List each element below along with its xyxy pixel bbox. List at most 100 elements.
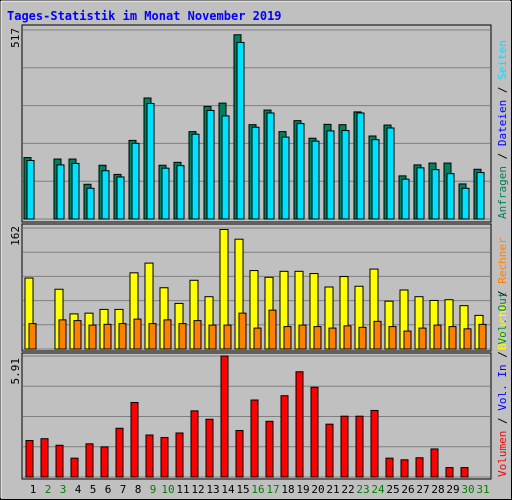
bar-seiten-day-1 <box>26 160 35 220</box>
bar-rechner-day-29 <box>448 326 457 350</box>
bar-rechner-day-21 <box>328 327 337 350</box>
bar-volumen-day-19 <box>295 371 304 478</box>
bar-seiten-day-28 <box>431 169 440 220</box>
bar-volumen-day-8 <box>130 401 139 478</box>
bar-rechner-day-5 <box>88 324 97 350</box>
day-label-30: 30 <box>461 483 474 496</box>
bar-seiten-day-27 <box>416 167 425 220</box>
bar-seiten-day-31 <box>476 172 485 220</box>
day-label-3: 3 <box>60 483 67 496</box>
day-label-26: 26 <box>401 483 414 496</box>
bar-rechner-day-1 <box>28 323 37 350</box>
day-label-16: 16 <box>251 483 264 496</box>
bar-rechner-day-26 <box>403 330 412 350</box>
panel-visits-legend: Besuche / Rechner <box>496 237 509 350</box>
bar-seiten-day-12 <box>191 133 200 220</box>
legend-2-segment-2: Vol. In <box>496 364 509 410</box>
day-label-1: 1 <box>30 483 37 496</box>
bar-rechner-day-18 <box>283 326 292 350</box>
day-label-21: 21 <box>326 483 339 496</box>
bar-volumen-day-30 <box>460 467 469 478</box>
bar-rechner-day-20 <box>313 326 322 350</box>
bar-rechner-day-23 <box>358 326 367 350</box>
bar-seiten-day-16 <box>251 126 260 220</box>
bar-seiten-day-3 <box>56 164 65 220</box>
bar-volumen-day-2 <box>40 438 49 478</box>
legend-1-segment-1: / <box>496 284 509 304</box>
bar-seiten-day-19 <box>296 123 305 220</box>
day-label-29: 29 <box>446 483 459 496</box>
day-label-6: 6 <box>105 483 112 496</box>
panel-volume-legend: Volumen / Vol. In / Vol. Out <box>496 292 509 477</box>
bar-volumen-day-14 <box>220 355 229 478</box>
bar-volumen-day-1 <box>25 440 34 478</box>
bar-seiten-day-24 <box>371 139 380 220</box>
bar-volumen-day-16 <box>250 399 259 478</box>
bar-seiten-day-15 <box>236 41 245 220</box>
legend-0-segment-0: Anfragen <box>496 166 509 219</box>
bar-rechner-day-8 <box>133 318 142 350</box>
day-labels: 1 2 3 4 5 6 7 8 9 10 11 12 13 14 15 16 17 18 19 20 21 22 23 24 2… <box>30 483 490 496</box>
day-label-24: 24 <box>371 483 385 496</box>
day-label-8: 8 <box>135 483 142 496</box>
panel-requests-legend: Anfragen / Dateien / Seiten <box>496 40 509 219</box>
day-label-7: 7 <box>120 483 127 496</box>
bar-seiten-day-23 <box>356 112 365 220</box>
bar-volumen-day-6 <box>100 446 109 478</box>
bar-volumen-day-25 <box>385 457 394 478</box>
bar-rechner-day-14 <box>223 324 232 350</box>
bar-rechner-day-7 <box>118 323 127 350</box>
day-label-4: 4 <box>75 483 82 496</box>
bar-seiten-day-22 <box>341 130 350 220</box>
bar-seiten-day-9 <box>146 102 155 220</box>
day-label-27: 27 <box>416 483 429 496</box>
bar-rechner-day-3 <box>58 319 67 350</box>
legend-0-segment-1: / <box>496 146 509 166</box>
bar-volumen-day-3 <box>55 444 64 478</box>
bar-volumen-day-11 <box>175 432 184 478</box>
bar-volumen-day-29 <box>445 467 454 478</box>
bar-rechner-day-22 <box>343 325 352 350</box>
bar-seiten-day-13 <box>206 109 215 220</box>
panel-requests-ymax-label: 517 <box>9 28 22 48</box>
day-label-17: 17 <box>266 483 279 496</box>
legend-0-segment-3: / <box>496 80 509 100</box>
day-label-10: 10 <box>161 483 174 496</box>
bar-seiten-day-11 <box>176 165 185 220</box>
day-label-31: 31 <box>476 483 489 496</box>
day-label-15: 15 <box>236 483 249 496</box>
bar-rechner-day-6 <box>103 323 112 350</box>
bar-seiten-day-26 <box>401 178 410 220</box>
bar-rechner-day-28 <box>433 324 442 350</box>
day-label-5: 5 <box>90 483 97 496</box>
bar-volumen-day-10 <box>160 436 169 478</box>
legend-2-segment-4: Vol. Out <box>496 292 509 345</box>
day-label-28: 28 <box>431 483 444 496</box>
day-label-13: 13 <box>206 483 219 496</box>
bar-rechner-day-17 <box>268 309 277 350</box>
panel-visits-ymax-label: 162 <box>9 226 22 246</box>
legend-2-segment-0: Volumen <box>496 431 509 477</box>
bar-volumen-day-27 <box>415 457 424 478</box>
bar-rechner-day-13 <box>208 324 217 350</box>
day-label-20: 20 <box>311 483 324 496</box>
bar-volumen-day-21 <box>325 423 334 478</box>
bar-seiten-day-30 <box>461 187 470 220</box>
legend-2-segment-3: / <box>496 345 509 365</box>
legend-1-segment-2: Rechner <box>496 237 509 284</box>
bar-seiten-day-20 <box>311 140 320 220</box>
bar-rechner-day-10 <box>163 319 172 350</box>
bar-volumen-day-13 <box>205 418 214 478</box>
bar-rechner-day-25 <box>388 326 397 350</box>
bar-rechner-day-11 <box>178 323 187 350</box>
bar-volumen-day-15 <box>235 430 244 478</box>
bar-volumen-day-28 <box>430 448 439 478</box>
bar-seiten-day-21 <box>326 130 335 220</box>
panel-volume-ymax-label: 5.91 <box>9 358 22 385</box>
bar-rechner-day-24 <box>373 320 382 350</box>
bar-rechner-day-19 <box>298 324 307 350</box>
bar-volumen-day-4 <box>70 457 79 478</box>
bar-volumen-day-7 <box>115 427 124 478</box>
day-label-22: 22 <box>341 483 354 496</box>
